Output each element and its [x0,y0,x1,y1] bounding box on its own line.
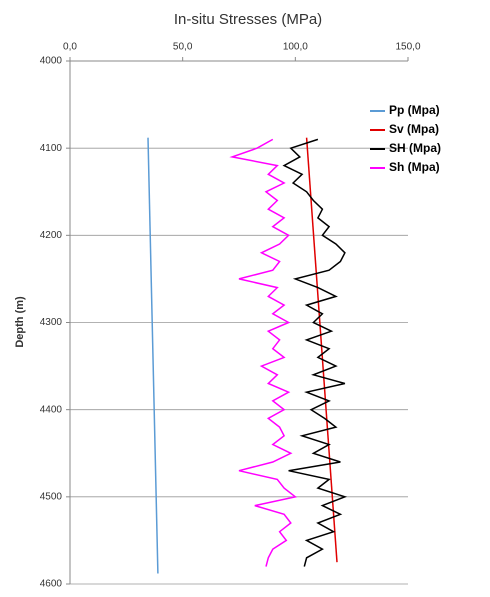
y-axis-title: Depth (m) [14,296,26,348]
series-line [282,138,348,567]
legend-label: Sh (Mpa) [389,160,440,174]
y-tick-label: 4100 [40,143,63,154]
series-line [147,137,159,574]
x-tick-label: 150,0 [395,42,420,53]
series-line [229,138,298,567]
x-tick-label: 100,0 [283,42,308,53]
y-tick-label: 4600 [40,579,63,590]
x-tick-label: 0,0 [63,42,77,53]
legend-label: Pp (Mpa) [389,103,440,117]
y-tick-label: 4500 [40,491,63,502]
x-tick-label: 50,0 [173,42,193,53]
legend-label: SH (Mpa) [389,141,441,155]
y-tick-label: 4000 [40,56,63,67]
y-tick-label: 4200 [40,230,63,241]
y-tick-label: 4300 [40,317,63,328]
series-line [305,137,338,563]
y-tick-label: 4400 [40,404,63,415]
chart-title: In-situ Stresses (MPa) [174,11,322,28]
legend-label: Sv (Mpa) [389,122,439,136]
